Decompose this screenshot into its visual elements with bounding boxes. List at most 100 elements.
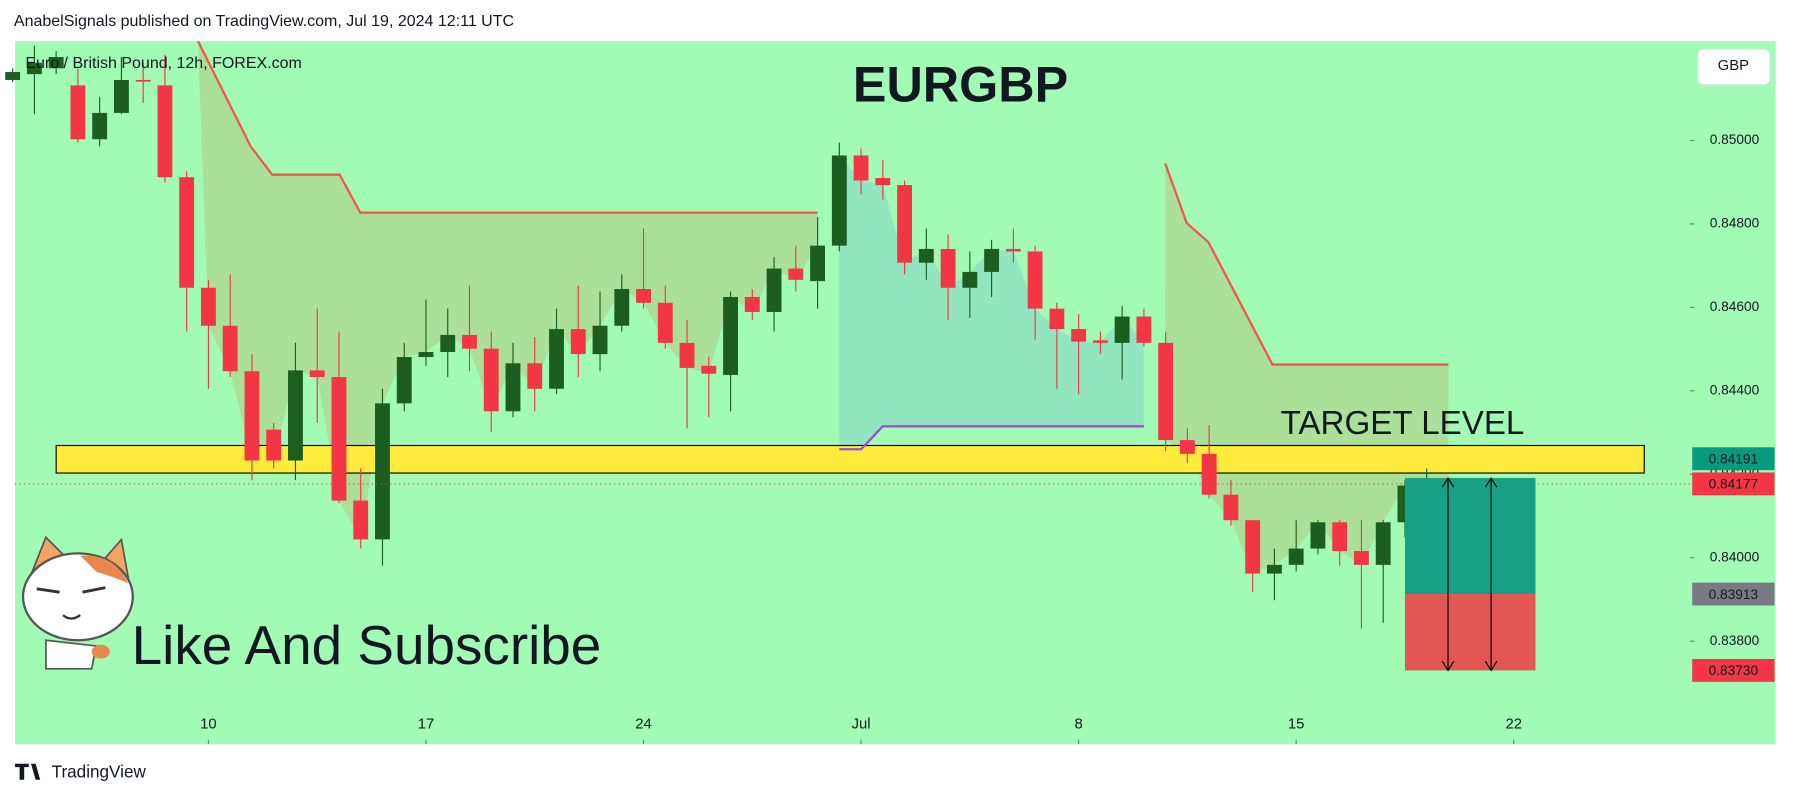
candle-body — [1266, 564, 1282, 574]
candle-body — [897, 185, 913, 263]
candle-body — [853, 155, 869, 181]
candle-body — [810, 245, 825, 282]
candle-body — [636, 289, 651, 303]
y-tick-label: 0.84600 — [1710, 299, 1760, 314]
candle-body — [549, 329, 564, 389]
price-label: 0.84177 — [1709, 477, 1759, 492]
candle-body — [288, 370, 303, 461]
y-tick-label: 0.84800 — [1710, 216, 1760, 231]
candle-body — [331, 377, 347, 501]
candle-body — [244, 371, 260, 461]
indicator-line — [839, 425, 1144, 451]
candle-body — [135, 79, 151, 82]
candle-body — [1114, 316, 1130, 343]
price-label-box — [1692, 472, 1775, 496]
indicator-fill — [839, 155, 1144, 450]
candle-body — [1158, 342, 1174, 441]
y-tick-label: 0.84400 — [1710, 382, 1760, 397]
indicator-line — [1164, 163, 1449, 366]
candle-body — [353, 500, 369, 540]
arrow-head — [1441, 476, 1455, 672]
candle-body — [1223, 494, 1239, 521]
candle-body — [962, 271, 978, 288]
candle-body — [1375, 522, 1391, 565]
candle-body — [179, 177, 195, 288]
indicator-lines — [196, 40, 1449, 451]
candle-body — [918, 248, 934, 263]
footer: TradingView — [15, 761, 146, 781]
candle-body — [222, 325, 238, 372]
candle-body — [1071, 329, 1087, 342]
candle-body — [1332, 522, 1348, 552]
candle-body — [5, 72, 21, 80]
price-label-box — [1692, 582, 1775, 606]
candle-body — [309, 370, 325, 378]
candle-body — [657, 302, 673, 343]
candle-body — [875, 178, 891, 186]
candle-body — [1179, 440, 1195, 454]
footer-logo — [15, 763, 41, 780]
indicator-line — [196, 40, 818, 214]
candle-body — [1354, 551, 1369, 565]
x-tick-label: 17 — [418, 717, 435, 733]
price-label-box — [1692, 658, 1775, 682]
candle-body — [1092, 340, 1108, 343]
candle-body — [1005, 248, 1021, 252]
candle-body — [701, 365, 717, 374]
candle-body — [440, 334, 456, 353]
price-label: 0.83913 — [1709, 587, 1759, 602]
candle-body — [766, 268, 782, 312]
candle-body — [266, 429, 282, 461]
y-tick-label: 0.83800 — [1710, 633, 1760, 648]
arrow-head — [1484, 476, 1498, 672]
indicator-fill — [197, 41, 818, 540]
candle-body — [48, 57, 64, 69]
currency-button[interactable] — [1697, 48, 1771, 86]
candle-body — [788, 268, 804, 280]
target-label: TARGET LEVEL — [1281, 405, 1525, 442]
candle-body — [831, 155, 847, 246]
x-tick-label: 24 — [635, 717, 652, 733]
candle-body — [614, 289, 630, 326]
position-loss — [1404, 594, 1536, 671]
x-tick-label: 15 — [1288, 717, 1305, 733]
annotation: Like And Subscribe — [132, 614, 602, 676]
currency-label[interactable]: GBP — [1718, 58, 1749, 74]
candle-body — [1245, 520, 1261, 574]
candle-body — [113, 79, 129, 113]
candle-body — [570, 329, 586, 355]
candle-body — [1201, 453, 1217, 495]
candle-body — [940, 248, 956, 288]
candle-body — [723, 296, 738, 375]
candle-body — [157, 85, 173, 178]
candle-body — [1310, 522, 1326, 549]
candle-body — [375, 403, 390, 540]
candle-body — [201, 287, 216, 326]
candle-body — [70, 85, 86, 140]
x-tick-label: 10 — [200, 717, 217, 733]
candle-body — [1288, 548, 1304, 565]
candles — [5, 45, 1456, 629]
footer-brand: TradingView — [52, 761, 147, 781]
y-tick-label: 0.85000 — [1710, 132, 1760, 147]
candle-body — [1027, 251, 1043, 309]
candle-body — [984, 248, 1000, 272]
cat-sticker — [21, 535, 134, 670]
x-tick-label: Jul — [852, 717, 871, 733]
candle-body — [592, 325, 608, 355]
candle-body — [1136, 316, 1152, 343]
symbol-subtitle: Euro / British Pound, 12h, FOREX.com — [25, 55, 302, 72]
price-label-box — [1692, 447, 1775, 471]
candle-body — [26, 62, 42, 75]
candle-body — [527, 363, 543, 389]
x-tick-label: 22 — [1505, 717, 1522, 733]
candle-body — [744, 296, 760, 312]
candle-body — [483, 348, 499, 412]
publisher-header: AnabelSignals published on TradingView.c… — [14, 13, 514, 30]
y-tick-label: 0.84000 — [1710, 549, 1760, 564]
position-profit — [1404, 478, 1536, 595]
overlay-layer — [15, 476, 1690, 672]
candle-body — [1049, 308, 1065, 330]
